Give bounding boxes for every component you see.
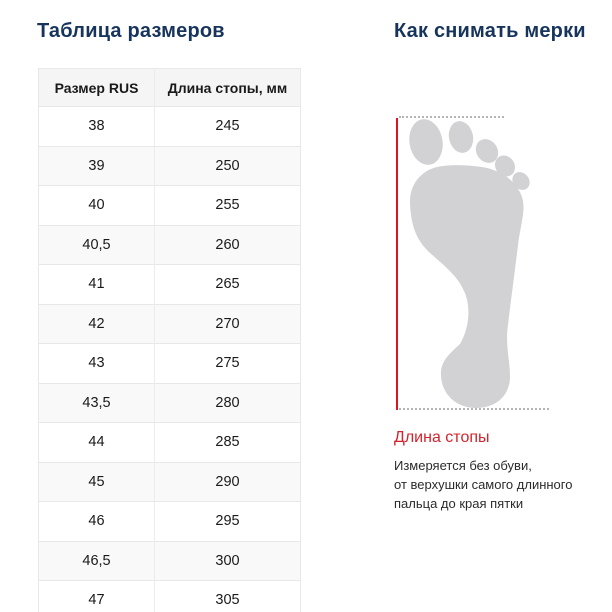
- cell-size-rus: 38: [38, 106, 155, 147]
- table-row: 39 250: [38, 146, 301, 186]
- cell-size-rus: 47: [38, 580, 155, 612]
- cell-foot-length: 275: [154, 343, 301, 384]
- cell-size-rus: 42: [38, 304, 155, 344]
- size-table-title: Таблица размеров: [37, 20, 225, 42]
- cell-size-rus: 44: [38, 422, 155, 463]
- foot-length-label: Длина стопы: [394, 429, 490, 446]
- table-row: 45 290: [38, 462, 301, 502]
- cell-size-rus: 45: [38, 462, 155, 502]
- cell-foot-length: 255: [154, 185, 301, 226]
- cell-foot-length: 250: [154, 146, 301, 186]
- instruction-line: Измеряется без обуви,: [394, 458, 532, 473]
- cell-foot-length: 260: [154, 225, 301, 265]
- table-row: 46 295: [38, 501, 301, 542]
- size-table: Размер RUS Длина стопы, мм 38 245 39 250 40 2…: [38, 68, 301, 612]
- table-row: 38 245: [38, 106, 301, 147]
- instruction-line: от верхушки самого длинного: [394, 477, 573, 492]
- cell-foot-length: 245: [154, 106, 301, 147]
- cell-size-rus: 46: [38, 501, 155, 542]
- cell-size-rus: 39: [38, 146, 155, 186]
- cell-foot-length: 265: [154, 264, 301, 305]
- measurement-dotted-line-bottom: [399, 408, 549, 410]
- measurement-red-line: [396, 118, 398, 410]
- table-row: 44 285: [38, 422, 301, 463]
- table-row: 41 265: [38, 264, 301, 305]
- cell-foot-length: 295: [154, 501, 301, 542]
- cell-foot-length: 270: [154, 304, 301, 344]
- how-to-measure-title: Как снимать мерки: [394, 20, 586, 42]
- cell-size-rus: 46,5: [38, 541, 155, 581]
- cell-foot-length: 285: [154, 422, 301, 463]
- cell-size-rus: 43,5: [38, 383, 155, 423]
- table-row: 42 270: [38, 304, 301, 344]
- header-foot-length: Длина стопы, мм: [154, 68, 301, 107]
- cell-size-rus: 41: [38, 264, 155, 305]
- size-table-body: 38 245 39 250 40 255 40,5 260 41 265 42 270 43 275 43,…: [38, 106, 301, 612]
- cell-size-rus: 40: [38, 185, 155, 226]
- cell-size-rus: 40,5: [38, 225, 155, 265]
- table-row: 46,5 300: [38, 541, 301, 581]
- cell-size-rus: 43: [38, 343, 155, 384]
- table-row: 43 275: [38, 343, 301, 384]
- table-row: 47 305: [38, 580, 301, 612]
- table-row: 43,5 280: [38, 383, 301, 423]
- table-row: 40,5 260: [38, 225, 301, 265]
- cell-foot-length: 305: [154, 580, 301, 612]
- measurement-instructions: Измеряется без обуви, от верхушки самого…: [394, 456, 572, 513]
- measurement-dotted-line-top: [399, 116, 504, 118]
- table-header-row: Размер RUS Длина стопы, мм: [38, 68, 301, 107]
- footprint-icon: [409, 119, 530, 408]
- table-row: 40 255: [38, 185, 301, 226]
- cell-foot-length: 290: [154, 462, 301, 502]
- header-size-rus: Размер RUS: [38, 68, 155, 107]
- cell-foot-length: 280: [154, 383, 301, 423]
- instruction-line: пальца до края пятки: [394, 496, 524, 511]
- cell-foot-length: 300: [154, 541, 301, 581]
